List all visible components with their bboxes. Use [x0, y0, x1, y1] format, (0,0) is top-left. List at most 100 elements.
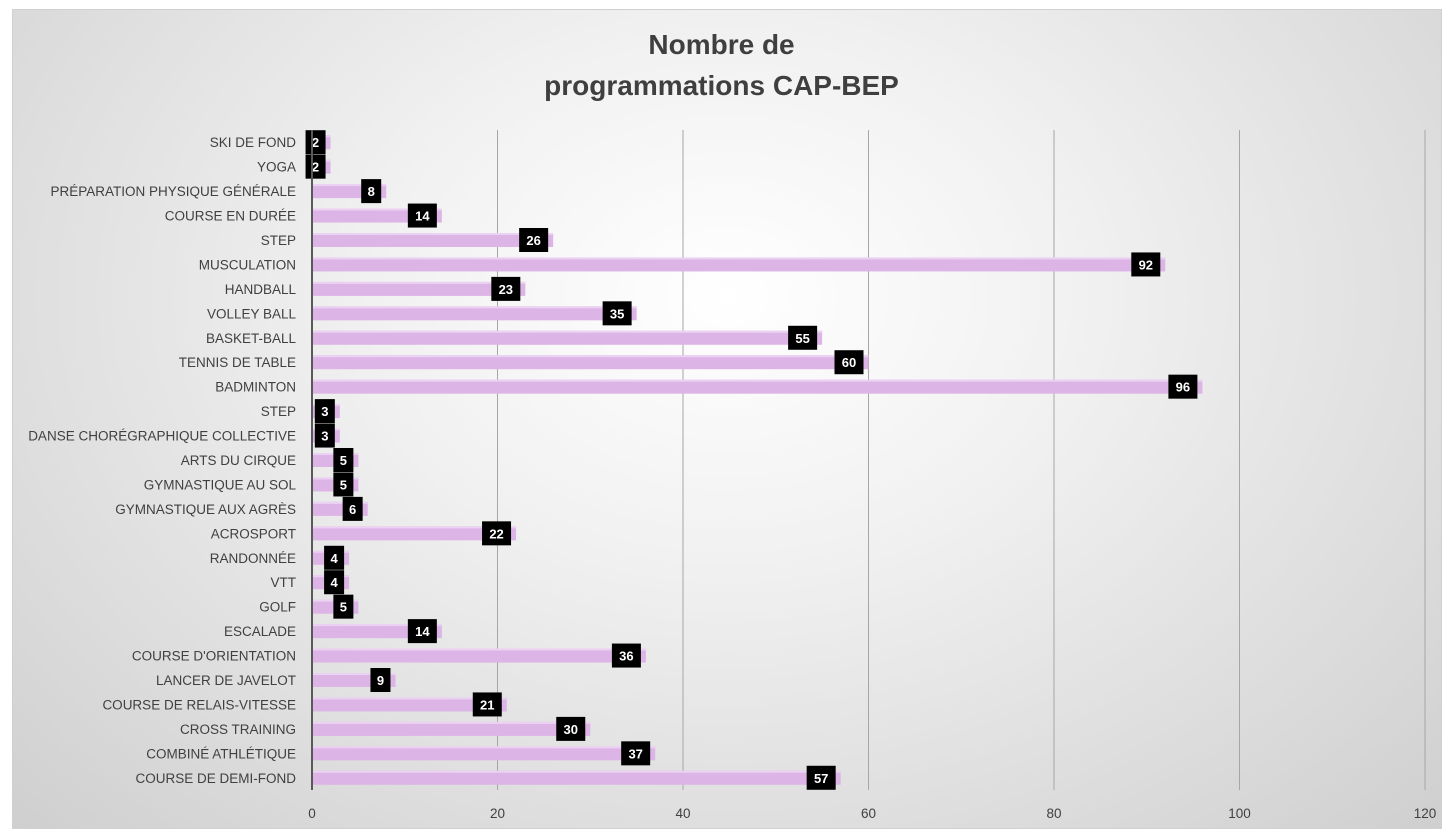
category-label: ACROSPORT [211, 526, 296, 541]
bar [312, 306, 637, 321]
data-label-box [1168, 374, 1198, 399]
x-tick-label: 100 [1228, 806, 1251, 821]
data-label-box [314, 423, 335, 448]
category-label: VTT [271, 575, 297, 590]
bar-highlight [312, 526, 517, 529]
data-label-box [1131, 252, 1161, 277]
category-label: GOLF [259, 600, 296, 615]
data-label: 55 [795, 331, 809, 346]
chart-title-line-2: programmations CAP-BEP [544, 70, 899, 101]
category-label: VOLLEY BALL [207, 306, 297, 321]
bar-highlight [312, 208, 442, 211]
data-label: 8 [368, 184, 375, 199]
category-label: MUSCULATION [199, 257, 296, 272]
category-label: COURSE D'ORIENTATION [132, 649, 296, 664]
bar [312, 770, 841, 785]
data-label: 5 [340, 453, 347, 468]
data-label: 22 [489, 526, 503, 541]
bar [312, 648, 646, 663]
data-label-box [556, 716, 586, 741]
category-label: STEP [261, 233, 296, 248]
bar [312, 355, 869, 370]
category-label: SKI DE FOND [210, 135, 297, 150]
bar [312, 721, 591, 736]
data-label: 14 [415, 624, 430, 639]
data-label: 23 [499, 282, 513, 297]
bar-highlight [312, 746, 656, 749]
data-label: 4 [330, 575, 338, 590]
category-label: TENNIS DE TABLE [179, 355, 296, 370]
category-label: PRÉPARATION PHYSIQUE GÉNÉRALE [50, 184, 296, 199]
category-label: COURSE DE DEMI-FOND [135, 771, 296, 786]
data-label-box [370, 668, 391, 692]
data-label-box [333, 594, 354, 619]
bar-highlight [312, 306, 637, 309]
chart-title: Nombre de programmations CAP-BEP [0, 24, 1443, 106]
data-label-box [324, 545, 345, 570]
x-tick-label: 120 [1414, 806, 1437, 821]
data-label-box [806, 765, 836, 790]
category-label: COURSE DE RELAIS-VITESSE [102, 697, 296, 712]
data-label-box [342, 496, 363, 521]
data-label-box [407, 619, 437, 644]
x-tick-label: 20 [490, 806, 505, 821]
data-label-box [611, 643, 641, 668]
data-label-box [788, 325, 818, 350]
data-label: 3 [321, 404, 328, 419]
data-label: 4 [330, 551, 338, 566]
data-label: 5 [340, 477, 347, 492]
data-label-box [324, 570, 345, 595]
bar-highlight [312, 770, 841, 773]
bar-highlight [312, 355, 869, 358]
x-tick-label: 40 [675, 806, 690, 821]
x-tick-label: 0 [308, 806, 316, 821]
category-label: GYMNASTIQUE AUX AGRÈS [115, 502, 296, 517]
data-label: 26 [526, 233, 540, 248]
bar-highlight [312, 184, 387, 187]
data-label: 21 [480, 697, 494, 712]
bar [312, 379, 1203, 394]
category-label: BASKET-BALL [206, 331, 297, 346]
data-label: 35 [610, 306, 624, 321]
data-label-box [333, 472, 354, 497]
data-label-box [482, 521, 512, 546]
data-label-box [407, 203, 437, 228]
data-label: 6 [349, 502, 356, 517]
data-label-box [333, 448, 354, 472]
data-label-box [314, 399, 335, 424]
bar [312, 526, 517, 541]
bar-highlight [312, 233, 554, 235]
category-label: GYMNASTIQUE AU SOL [144, 477, 297, 492]
category-label: COURSE EN DURÉE [165, 209, 296, 224]
data-label-box [361, 179, 382, 204]
category-label: BADMINTON [215, 380, 296, 395]
bar [312, 697, 507, 712]
data-label-box [519, 228, 549, 252]
bar [312, 330, 823, 345]
bar-highlight [312, 379, 1203, 382]
x-tick-label: 60 [861, 806, 876, 821]
data-label: 2 [312, 160, 319, 175]
category-label: STEP [261, 404, 296, 419]
bar-highlight [312, 697, 507, 700]
data-label: 92 [1139, 257, 1153, 272]
bar [312, 257, 1166, 272]
data-label-box [834, 350, 864, 375]
category-label: LANCER DE JAVELOT [156, 673, 296, 688]
data-label-box [305, 154, 326, 179]
chart-title-line-1: Nombre de [648, 29, 795, 60]
data-label-box [472, 692, 502, 717]
bar [312, 746, 656, 761]
data-label: 57 [814, 771, 828, 786]
bar-highlight [312, 281, 526, 284]
bar-highlight [312, 648, 646, 651]
data-label: 36 [619, 649, 633, 664]
data-label: 14 [415, 209, 430, 224]
data-label: 30 [564, 722, 578, 737]
data-label: 60 [842, 355, 856, 370]
data-label: 9 [377, 673, 384, 688]
data-label-box [621, 741, 651, 766]
category-label: ESCALADE [224, 624, 296, 639]
category-label: YOGA [257, 160, 296, 175]
